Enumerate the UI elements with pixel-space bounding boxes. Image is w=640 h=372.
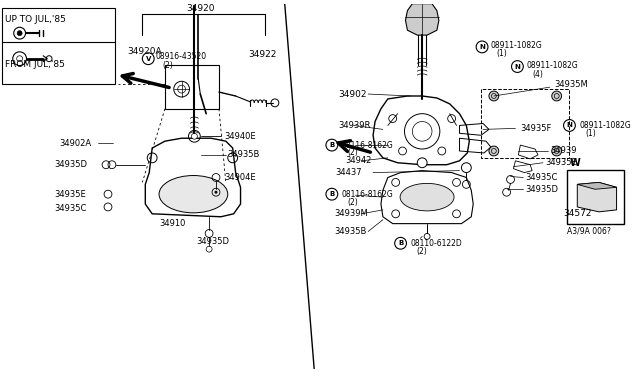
Text: 08116-8162G: 08116-8162G: [342, 190, 394, 199]
Text: UP TO JUL,'85: UP TO JUL,'85: [5, 15, 66, 24]
Text: 34935C: 34935C: [54, 204, 86, 214]
Polygon shape: [406, 4, 439, 35]
Circle shape: [191, 133, 197, 139]
Text: (2): (2): [348, 198, 358, 206]
Text: B: B: [329, 191, 335, 197]
Text: 34437: 34437: [336, 168, 362, 177]
Text: 08110-6122D: 08110-6122D: [410, 239, 462, 248]
Text: 34935C: 34935C: [525, 173, 557, 182]
Circle shape: [489, 91, 499, 101]
Text: N: N: [515, 64, 520, 70]
Circle shape: [463, 180, 470, 188]
Text: N: N: [566, 122, 572, 128]
Text: 34922: 34922: [248, 50, 276, 59]
Text: (2): (2): [416, 247, 427, 256]
Text: V: V: [145, 56, 151, 62]
Text: (2): (2): [162, 61, 173, 70]
Circle shape: [17, 31, 22, 36]
Text: 34935B: 34935B: [228, 150, 260, 160]
Text: 34920: 34920: [186, 4, 215, 13]
Text: (1): (1): [497, 49, 508, 58]
Circle shape: [417, 158, 427, 168]
Text: 34942: 34942: [346, 156, 372, 165]
Text: A3/9A 006?: A3/9A 006?: [568, 227, 611, 236]
Ellipse shape: [400, 183, 454, 211]
Text: 34902A: 34902A: [59, 139, 91, 148]
Text: 34939: 34939: [550, 147, 576, 155]
Circle shape: [214, 191, 218, 194]
Ellipse shape: [159, 176, 228, 213]
Text: 34935E: 34935E: [545, 158, 577, 167]
Text: 34940E: 34940E: [224, 132, 255, 141]
Text: 34910: 34910: [159, 219, 186, 228]
Text: 34902: 34902: [339, 90, 367, 99]
Text: 08911-1082G: 08911-1082G: [491, 41, 543, 51]
Text: 34572: 34572: [563, 209, 591, 218]
Bar: [568, 170, 625, 224]
Text: 08911-1082G: 08911-1082G: [579, 121, 631, 130]
Bar: [165, 65, 219, 109]
Polygon shape: [577, 182, 616, 212]
Text: 08911-1082G: 08911-1082G: [526, 61, 578, 70]
Circle shape: [552, 146, 561, 156]
Text: 34935B: 34935B: [334, 227, 366, 236]
Text: 34920A: 34920A: [127, 47, 163, 56]
Circle shape: [552, 91, 561, 101]
Text: 34935E: 34935E: [54, 190, 86, 199]
Bar: [2, 8, 115, 84]
Text: (2): (2): [348, 148, 358, 157]
Text: 08916-43520: 08916-43520: [155, 52, 206, 61]
Text: (4): (4): [532, 70, 543, 79]
Text: (1): (1): [585, 129, 596, 138]
Text: 34939M: 34939M: [334, 209, 367, 218]
Text: W: W: [570, 158, 580, 168]
Text: 34935D: 34935D: [525, 185, 558, 194]
Text: 34935F: 34935F: [520, 124, 552, 133]
Text: 08116-8162G: 08116-8162G: [342, 141, 394, 150]
Text: N: N: [479, 44, 485, 50]
Text: 34935M: 34935M: [555, 80, 588, 89]
Text: FROM JUL,'85: FROM JUL,'85: [5, 60, 65, 69]
Circle shape: [489, 146, 499, 156]
Text: 34935D: 34935D: [54, 160, 87, 169]
Text: 34935D: 34935D: [196, 237, 229, 246]
Text: 34939R: 34939R: [339, 121, 371, 130]
Text: B: B: [329, 142, 335, 148]
Text: 34904E: 34904E: [224, 173, 255, 182]
Polygon shape: [577, 182, 616, 189]
Text: B: B: [398, 240, 403, 246]
